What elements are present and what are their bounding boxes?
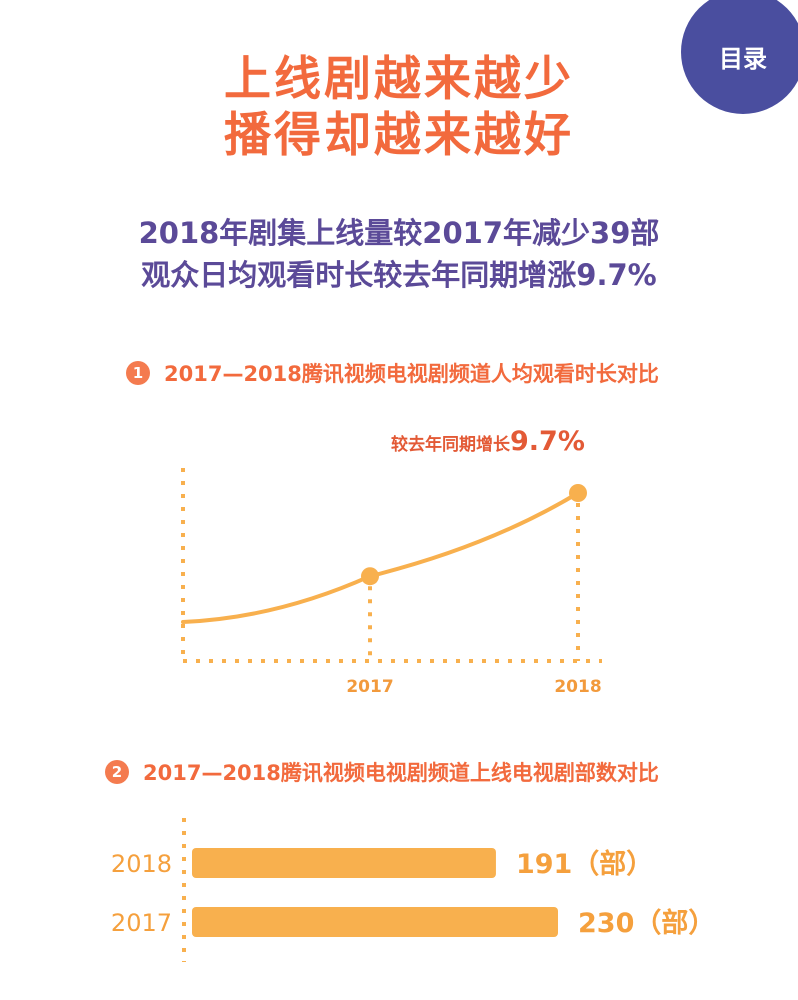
subhead-line-2: 观众日均观看时长较去年同期增涨9.7%: [141, 258, 657, 292]
headline-line-2: 播得却越来越好: [224, 108, 574, 163]
subhead-line-1: 2018年剧集上线量较2017年减少39部: [138, 216, 660, 250]
section-1-title: 1 2017—2018腾讯视频电视剧频道人均观看时长对比: [126, 358, 659, 388]
x-tick-label-2018: 2018: [554, 677, 601, 697]
category-label-2018: 2018: [111, 850, 172, 878]
section-1-number: 1: [126, 361, 150, 385]
section-2-title: 2 2017—2018腾讯视频电视剧频道上线电视剧部数对比: [105, 757, 659, 787]
bar-2017: [192, 907, 558, 937]
growth-annotation-value: 9.7%: [510, 426, 585, 457]
section-2-title-text: 2017—2018腾讯视频电视剧频道上线电视剧部数对比: [143, 761, 659, 785]
bar-chart: 2018 191（部） 2017 230（部）: [111, 818, 715, 962]
section-1-title-text: 2017—2018腾讯视频电视剧频道人均观看时长对比: [164, 362, 659, 386]
value-label-2017: 230（部）: [578, 907, 715, 939]
x-tick-label-2017: 2017: [346, 677, 393, 697]
series-line: [181, 491, 580, 624]
growth-annotation: 较去年同期增长9.7%: [391, 426, 585, 457]
value-label-2018: 191（部）: [516, 848, 653, 880]
growth-annotation-prefix: 较去年同期增长: [391, 435, 510, 455]
category-label-2017: 2017: [111, 909, 172, 937]
bar-2018: [192, 848, 496, 878]
section-2-number: 2: [105, 760, 129, 784]
toc-button[interactable]: 目录: [681, 0, 798, 114]
line-chart: 2017 2018: [181, 468, 602, 697]
data-point-2017: [361, 567, 379, 586]
data-point-2018: [569, 484, 587, 502]
headline-line-1: 上线剧越来越少: [224, 52, 574, 107]
